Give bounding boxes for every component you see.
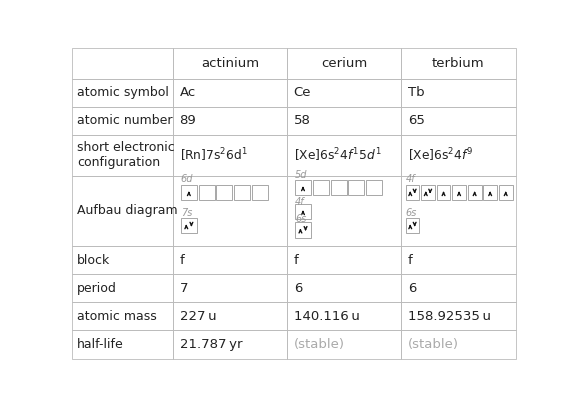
Text: $\rm [Xe]6s^24\mathit{f}^9$: $\rm [Xe]6s^24\mathit{f}^9$ xyxy=(408,146,473,164)
Bar xyxy=(468,185,481,200)
Bar xyxy=(499,185,513,200)
Bar xyxy=(252,185,268,200)
Text: 7: 7 xyxy=(179,282,188,295)
Bar xyxy=(406,218,419,233)
Text: 4f: 4f xyxy=(406,174,415,184)
Bar xyxy=(287,246,401,274)
Text: Ce: Ce xyxy=(294,86,311,99)
Text: 58: 58 xyxy=(294,114,311,127)
Text: 7s: 7s xyxy=(181,208,193,218)
Bar xyxy=(287,274,401,302)
Bar xyxy=(287,330,401,359)
Bar xyxy=(217,185,233,200)
Text: actinium: actinium xyxy=(201,57,259,70)
Bar xyxy=(72,176,173,246)
Bar xyxy=(173,274,287,302)
Bar xyxy=(331,180,347,195)
Bar xyxy=(401,79,516,107)
Text: 227 u: 227 u xyxy=(179,310,216,323)
Text: atomic mass: atomic mass xyxy=(77,310,156,323)
Text: 21.787 yr: 21.787 yr xyxy=(179,338,242,351)
Bar xyxy=(287,302,401,330)
Text: half-life: half-life xyxy=(77,338,124,351)
Bar xyxy=(72,330,173,359)
Text: 5d: 5d xyxy=(295,170,308,180)
Bar xyxy=(287,79,401,107)
Text: f: f xyxy=(179,253,185,266)
Text: Aufbau diagram: Aufbau diagram xyxy=(77,204,178,217)
Bar xyxy=(401,246,516,274)
Bar xyxy=(173,79,287,107)
Bar xyxy=(366,180,382,195)
Bar xyxy=(173,107,287,135)
Text: 6: 6 xyxy=(294,282,302,295)
Text: 6: 6 xyxy=(408,282,416,295)
Text: 6s: 6s xyxy=(295,214,307,224)
Text: 6d: 6d xyxy=(181,174,193,184)
Bar xyxy=(483,185,497,200)
Bar xyxy=(72,48,173,79)
Bar xyxy=(287,48,401,79)
Bar xyxy=(421,185,435,200)
Bar xyxy=(401,302,516,330)
Text: terbium: terbium xyxy=(432,57,485,70)
Bar xyxy=(313,180,329,195)
Bar xyxy=(173,302,287,330)
Text: 65: 65 xyxy=(408,114,425,127)
Bar xyxy=(173,176,287,246)
Bar xyxy=(295,222,311,237)
Bar xyxy=(181,218,197,233)
Text: (stable): (stable) xyxy=(408,338,459,351)
Bar xyxy=(72,107,173,135)
Bar xyxy=(173,330,287,359)
Bar xyxy=(348,180,364,195)
Bar xyxy=(72,79,173,107)
Text: f: f xyxy=(408,253,413,266)
Bar xyxy=(287,135,401,176)
Text: (stable): (stable) xyxy=(294,338,345,351)
Bar xyxy=(173,246,287,274)
Bar xyxy=(234,185,250,200)
Bar xyxy=(287,176,401,246)
Bar xyxy=(72,135,173,176)
Text: f: f xyxy=(294,253,299,266)
Bar xyxy=(295,180,311,195)
Text: 89: 89 xyxy=(179,114,197,127)
Text: atomic symbol: atomic symbol xyxy=(77,86,169,99)
Text: $\rm [Rn]7s^26d^1$: $\rm [Rn]7s^26d^1$ xyxy=(179,146,248,164)
Bar xyxy=(401,135,516,176)
Text: cerium: cerium xyxy=(321,57,367,70)
Bar xyxy=(199,185,215,200)
Text: period: period xyxy=(77,282,117,295)
Bar xyxy=(401,176,516,246)
Text: block: block xyxy=(77,253,110,266)
Text: short electronic
configuration: short electronic configuration xyxy=(77,141,175,169)
Bar xyxy=(401,274,516,302)
Bar xyxy=(406,185,419,200)
Text: 4f: 4f xyxy=(295,197,305,206)
Bar xyxy=(173,48,287,79)
Text: Ac: Ac xyxy=(179,86,196,99)
Bar xyxy=(72,246,173,274)
Bar xyxy=(72,302,173,330)
Text: $\rm [Xe]6s^24\mathit{f}^15\mathit{d}^1$: $\rm [Xe]6s^24\mathit{f}^15\mathit{d}^1$ xyxy=(294,146,381,164)
Bar xyxy=(181,185,197,200)
Text: atomic number: atomic number xyxy=(77,114,172,127)
Text: 140.116 u: 140.116 u xyxy=(294,310,359,323)
Text: 6s: 6s xyxy=(406,208,417,218)
Bar xyxy=(452,185,466,200)
Bar xyxy=(401,107,516,135)
Text: Tb: Tb xyxy=(408,86,425,99)
Bar xyxy=(72,274,173,302)
Bar xyxy=(401,48,516,79)
Bar xyxy=(295,204,311,219)
Bar xyxy=(173,135,287,176)
Bar xyxy=(287,107,401,135)
Text: 158.92535 u: 158.92535 u xyxy=(408,310,491,323)
Bar xyxy=(401,330,516,359)
Bar xyxy=(437,185,450,200)
